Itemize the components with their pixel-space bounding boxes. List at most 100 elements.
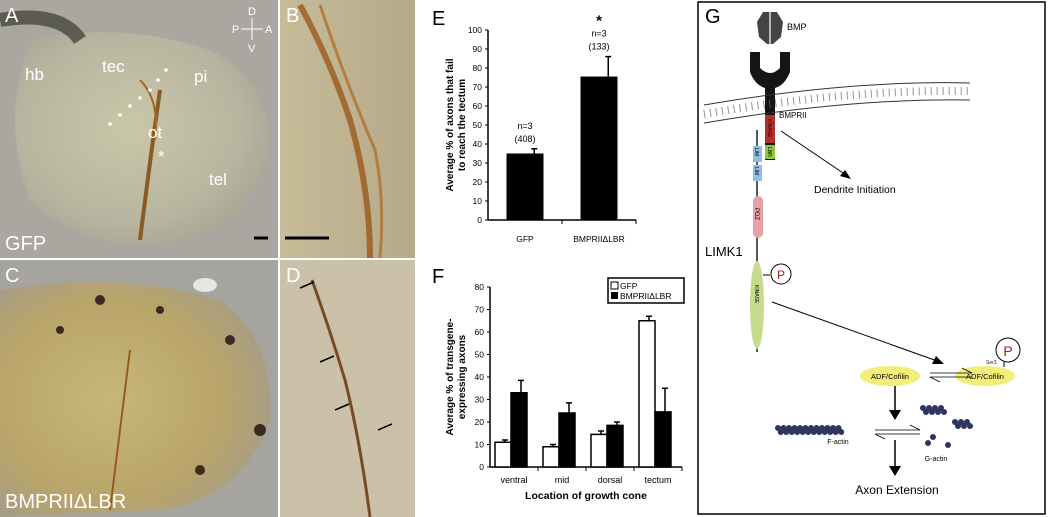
label-cofilin-1: ADF/Cofilin [871, 372, 909, 381]
sample-size-n: n=3 [591, 29, 606, 39]
label-tec: tec [102, 57, 125, 76]
actin-monomer [925, 440, 931, 446]
receptor-kinase-domain [765, 115, 775, 143]
actin-monomer [945, 442, 951, 448]
y-tick-label: 0 [477, 215, 482, 225]
label-ser3: Ser3 [986, 360, 997, 366]
y-tick-label: 30 [475, 395, 485, 405]
bar-tectum-gfp [638, 320, 656, 468]
bar-mid-gfp [542, 446, 560, 468]
phospho-icon [995, 337, 1021, 363]
actin-monomer [930, 434, 936, 440]
bar-ventral-gfp [494, 441, 512, 468]
cofilin-unphosphorylated [860, 366, 920, 386]
tectum-boundary-dots [108, 68, 168, 126]
y-tick-label: 40 [475, 372, 485, 382]
f-actin-filament [775, 425, 845, 435]
y-tick-label: 70 [473, 82, 483, 92]
bar-dorsal-gfp [590, 433, 608, 468]
panel-d-micrograph: D [280, 260, 415, 517]
y-tick-label: 10 [475, 440, 485, 450]
chart-e-ylabel-line1: Average % of axons that fail [445, 58, 456, 191]
label-bmp: BMP [787, 22, 807, 32]
label-hb: hb [25, 65, 44, 84]
chart-f-ylabel-line2: expressing axons [457, 334, 468, 419]
x-tick-label: BMPRIIΔLBR [573, 234, 625, 244]
label-f-actin: F-actin [827, 439, 849, 446]
g-actin-monomers [920, 405, 973, 448]
actin-monomer [923, 409, 929, 415]
actin-monomer [961, 423, 967, 429]
panel-b-letter: B [286, 5, 299, 27]
compass-v: V [248, 43, 256, 55]
y-tick-label: 60 [473, 101, 483, 111]
legend-label-gfp: GFP [620, 281, 638, 291]
bar-ventral-bmprii [510, 392, 528, 468]
x-tick-label: mid [555, 475, 570, 485]
sample-size-n: n=3 [517, 121, 532, 131]
panel-e-letter: E [432, 8, 445, 30]
lim-domain-2 [753, 165, 762, 181]
label-lim-1: LIM [753, 148, 759, 156]
y-tick-label: 100 [468, 25, 482, 35]
bar-bmpriiδlbr [580, 76, 618, 220]
significance-star: * [596, 13, 602, 30]
bmp-ligand-icon [757, 12, 783, 44]
pdz-domain [753, 196, 763, 238]
panel-b-micrograph: B [280, 0, 415, 259]
y-tick-label: 20 [475, 417, 485, 427]
y-tick-label: 20 [473, 177, 483, 187]
panel-c-letter: C [5, 265, 19, 287]
chart-f: F Average % of transgene- expressing axo… [432, 266, 685, 502]
legend-swatch-gfp [610, 281, 619, 290]
panel-a-letter: A [5, 5, 19, 27]
arrow-icons [299, 281, 393, 431]
label-star: * [158, 147, 165, 166]
bar-tectum-bmprii [654, 411, 672, 468]
panel-g-diagram: G BMP KINASE LBR BMPRII Dendrite Initiat… [697, 1, 1046, 515]
x-tick-label: dorsal [598, 475, 623, 485]
actin-monomer [955, 423, 961, 429]
x-tick-label: tectum [644, 475, 671, 485]
sample-count: (408) [514, 134, 535, 144]
label-cofilin-2: ADF/Cofilin [966, 372, 1004, 381]
label-receptor-kinase: KINASE [766, 119, 772, 138]
y-tick-label: 80 [475, 282, 485, 292]
panel-c-micrograph: C BMPRIIΔLBR [0, 260, 278, 517]
chart-f-xlabel: Location of growth cone [525, 490, 647, 502]
y-tick-label: 0 [479, 462, 484, 472]
label-g-actin: G-actin [925, 456, 948, 463]
panel-a-micrograph: A hb tec pi ot * tel GFP D V P A [0, 0, 278, 258]
arrow-down [889, 410, 901, 420]
lim-domain-1 [753, 146, 762, 162]
label-limk1-kinase: KINASE [753, 285, 759, 304]
label-phospho-1: P [777, 268, 785, 282]
label-limk1: LIMK1 [705, 244, 743, 259]
bar-gfp [506, 153, 544, 220]
panel-a-construct: GFP [5, 233, 46, 255]
legend-swatch-bmprii [611, 292, 618, 299]
y-tick-label: 10 [473, 196, 483, 206]
bar-dorsal-bmprii [606, 424, 624, 468]
cell-membrane [703, 82, 971, 124]
y-tick-label: 40 [473, 139, 483, 149]
compass-a: A [265, 24, 273, 36]
arrow-down [889, 466, 901, 476]
actin-subunit [838, 429, 845, 435]
cofilin-phosphorylated [955, 366, 1015, 386]
panel-g-letter: G [705, 6, 721, 28]
y-tick-label: 50 [473, 120, 483, 130]
arrow-to-cofilin [771, 301, 941, 363]
sample-count: (133) [588, 42, 609, 52]
label-lbr: LBR [766, 147, 772, 157]
panel-c-construct: BMPRIIΔLBR [5, 491, 126, 513]
label-dendrite-initiation: Dendrite Initiation [814, 184, 896, 196]
label-bmprii: BMPRII [779, 111, 807, 120]
label-phospho-2: P [1003, 343, 1012, 359]
compass-icon: D V P A [232, 6, 273, 55]
label-ot: ot [148, 123, 162, 142]
chart-f-ylabel-line1: Average % of transgene- [445, 319, 456, 436]
phospho-icon [770, 263, 792, 285]
